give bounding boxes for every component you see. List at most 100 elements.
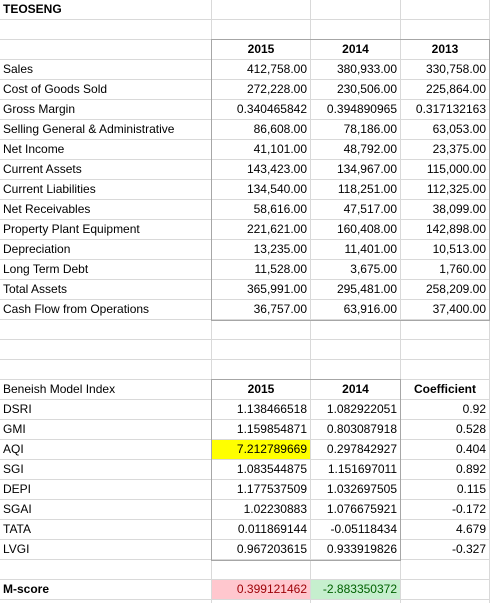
- financials-value-cell[interactable]: 134,540.00: [246, 182, 307, 196]
- financials-value-cell[interactable]: 11,528.00: [254, 262, 308, 276]
- year-header-2014[interactable]: 2014: [342, 42, 369, 56]
- beneish-row-label[interactable]: DSRI: [3, 402, 32, 416]
- financials-value-cell[interactable]: 380,933.00: [336, 62, 397, 76]
- beneish-value-cell[interactable]: 0.297842927: [326, 442, 397, 456]
- beneish-value-cell[interactable]: 1.159854871: [236, 422, 307, 436]
- financials-value-cell[interactable]: 0.340465842: [236, 102, 307, 116]
- financials-value-cell[interactable]: 112,325.00: [426, 182, 486, 196]
- financials-value-cell[interactable]: 78,186.00: [343, 122, 397, 136]
- financials-value-cell[interactable]: 115,000.00: [426, 162, 486, 176]
- financials-value-cell[interactable]: 23,375.00: [432, 142, 486, 156]
- financials-value-cell[interactable]: 142,898.00: [425, 222, 486, 236]
- financials-value-cell[interactable]: 13,235.00: [253, 242, 307, 256]
- aqi-2015-highlighted-cell[interactable]: 7.212789669: [212, 440, 310, 459]
- financials-value-cell[interactable]: 143,423.00: [246, 162, 307, 176]
- beneish-row: SGI 1.083544875 1.151697011 0.892: [0, 460, 490, 479]
- beneish-value-cell[interactable]: 4.679: [455, 522, 486, 536]
- financials-row-label[interactable]: Property Plant Equipment: [3, 222, 140, 236]
- financials-row-label[interactable]: Long Term Debt: [3, 262, 89, 276]
- financials-value-cell[interactable]: 230,506.00: [336, 82, 397, 96]
- financials-row-label[interactable]: Net Receivables: [3, 202, 91, 216]
- financials-value-cell[interactable]: 330,758.00: [425, 62, 486, 76]
- financials-value-cell[interactable]: 48,792.00: [343, 142, 397, 156]
- beneish-value-cell[interactable]: 0.967203615: [236, 542, 307, 556]
- financials-value-cell[interactable]: 160,408.00: [336, 222, 397, 236]
- financials-value-cell[interactable]: 258,209.00: [425, 282, 486, 296]
- financials-value-cell[interactable]: 63,053.00: [432, 122, 486, 136]
- financials-value-cell[interactable]: 365,991.00: [246, 282, 307, 296]
- financials-row-label[interactable]: Selling General & Administrative: [3, 122, 175, 136]
- beneish-value-cell[interactable]: 1.083544875: [236, 462, 307, 476]
- financials-value-cell[interactable]: 1,760.00: [439, 262, 486, 276]
- financials-row-label[interactable]: Sales: [3, 62, 34, 76]
- beneish-value-cell[interactable]: 1.138466518: [236, 402, 307, 416]
- financials-value-cell[interactable]: 118,251.00: [337, 182, 397, 196]
- beneish-value-cell[interactable]: 1.02230883: [243, 502, 307, 516]
- mscore-2014-cell[interactable]: -2.883350372: [311, 580, 400, 599]
- beneish-header-2015[interactable]: 2015: [247, 382, 275, 396]
- financials-row-label[interactable]: Cash Flow from Operations: [3, 302, 150, 316]
- beneish-header-2014[interactable]: 2014: [342, 382, 369, 396]
- beneish-value-cell[interactable]: -0.172: [451, 502, 486, 516]
- beneish-value-cell[interactable]: 0.528: [455, 422, 486, 436]
- financials-row-label[interactable]: Current Liabilities: [3, 182, 96, 196]
- beneish-row-label[interactable]: LVGI: [3, 542, 30, 556]
- mscore-label-cell[interactable]: M-score: [3, 582, 50, 596]
- beneish-value-cell[interactable]: 1.076675921: [326, 502, 397, 516]
- financials-value-cell[interactable]: 10,513.00: [432, 242, 486, 256]
- financials-value-cell[interactable]: 3,675.00: [350, 262, 397, 276]
- beneish-row-label[interactable]: SGI: [3, 462, 24, 476]
- company-name-cell[interactable]: TEOSENG: [3, 2, 62, 16]
- financials-value-cell[interactable]: 225,864.00: [425, 82, 486, 96]
- beneish-value-cell[interactable]: 1.177537509: [236, 482, 307, 496]
- financials-value-cell[interactable]: 134,967.00: [336, 162, 397, 176]
- financials-value-cell[interactable]: 412,758.00: [246, 62, 307, 76]
- financials-row-label[interactable]: Net Income: [3, 142, 65, 156]
- beneish-header-coefficient[interactable]: Coefficient: [413, 382, 476, 396]
- beneish-value-cell[interactable]: -0.05118434: [330, 522, 397, 536]
- financials-row-label[interactable]: Gross Margin: [3, 102, 76, 116]
- beneish-value-cell[interactable]: 0.011869144: [237, 522, 307, 536]
- financials-value-cell[interactable]: 0.317132163: [415, 102, 486, 116]
- beneish-row-label[interactable]: AQI: [3, 442, 24, 456]
- financials-row-label[interactable]: Depreciation: [3, 242, 71, 256]
- beneish-row-label[interactable]: DEPI: [3, 482, 32, 496]
- beneish-row-label[interactable]: TATA: [3, 522, 31, 536]
- beneish-value-cell[interactable]: 1.151697011: [327, 462, 397, 476]
- financials-value-cell[interactable]: 47,517.00: [343, 202, 397, 216]
- beneish-value-cell[interactable]: 1.082922051: [326, 402, 397, 416]
- beneish-value-cell[interactable]: 0.892: [455, 462, 486, 476]
- beneish-value-cell[interactable]: 0.115: [456, 482, 486, 496]
- financials-value-cell[interactable]: 272,228.00: [246, 82, 307, 96]
- beneish-value-cell[interactable]: 1.032697505: [326, 482, 397, 496]
- financials-value-cell[interactable]: 11,401.00: [344, 242, 398, 256]
- financials-value-cell[interactable]: 37,400.00: [432, 302, 486, 316]
- beneish-row-label[interactable]: SGAI: [3, 502, 32, 516]
- year-header-2013[interactable]: 2013: [431, 42, 459, 56]
- beneish-row: SGAI 1.02230883 1.076675921 -0.172: [0, 500, 490, 519]
- financials-value-cell[interactable]: 295,481.00: [336, 282, 397, 296]
- beneish-value-cell[interactable]: 0.404: [455, 442, 486, 456]
- financials-value-cell[interactable]: 41,101.00: [253, 142, 307, 156]
- financials-value-cell[interactable]: 36,757.00: [253, 302, 307, 316]
- beneish-value-cell[interactable]: 0.803087918: [326, 422, 397, 436]
- year-header-2015[interactable]: 2015: [247, 42, 275, 56]
- financials-row: Net Receivables 58,616.00 47,517.00 38,099.…: [0, 200, 490, 219]
- financials-row-label[interactable]: Total Assets: [3, 282, 68, 296]
- financials-value-cell[interactable]: 86,608.00: [253, 122, 307, 136]
- financials-value-cell[interactable]: 63,916.00: [343, 302, 397, 316]
- financials-row-label[interactable]: Cost of Goods Sold: [3, 82, 108, 96]
- beneish-value-cell[interactable]: 0.933919826: [326, 542, 397, 556]
- beneish-row-label[interactable]: GMI: [3, 422, 26, 436]
- financials-row: Current Liabilities 134,540.00 118,251.00 1…: [0, 180, 490, 199]
- financials-value-cell[interactable]: 0.394890965: [326, 102, 397, 116]
- beneish-title-cell[interactable]: Beneish Model Index: [3, 382, 116, 396]
- mscore-2015-cell[interactable]: 0.399121462: [212, 580, 310, 599]
- financials-value-cell[interactable]: 221,621.00: [246, 222, 307, 236]
- financials-row-label[interactable]: Current Assets: [3, 162, 82, 176]
- beneish-value-cell[interactable]: -0.327: [451, 542, 486, 556]
- financials-value-cell[interactable]: 38,099.00: [432, 202, 486, 216]
- financials-value-cell[interactable]: 58,616.00: [253, 202, 307, 216]
- beneish-value-cell[interactable]: 0.92: [462, 402, 486, 416]
